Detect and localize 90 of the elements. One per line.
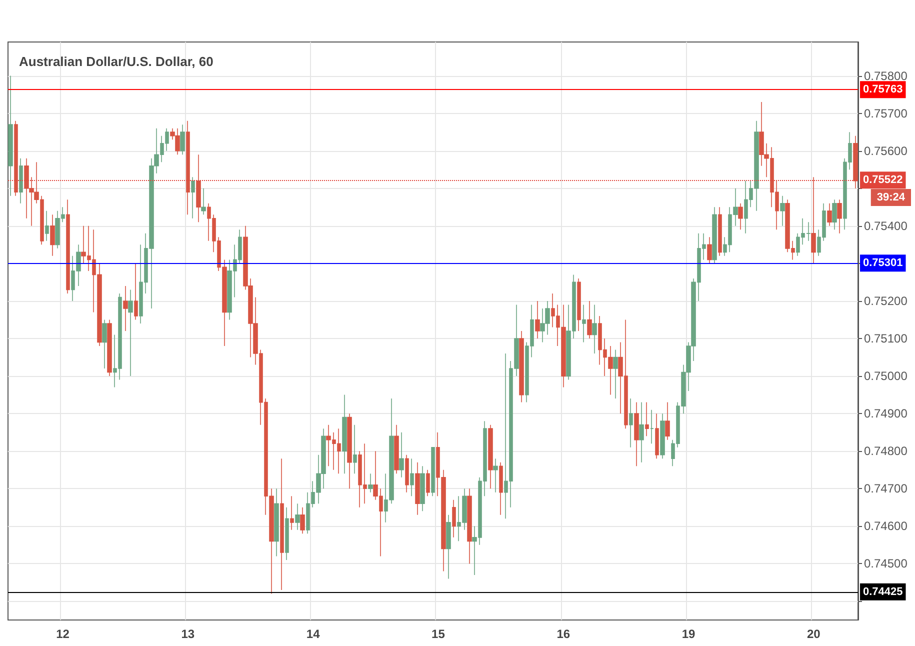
candlestick — [488, 424, 493, 490]
candlestick — [452, 499, 456, 538]
candlestick — [665, 402, 670, 440]
y-tick-label: 0.75200 — [864, 294, 908, 308]
y-tick-label: 0.74900 — [864, 406, 908, 421]
candlestick — [582, 304, 586, 343]
candlestick — [300, 507, 305, 534]
y-tick-label: 0.74500 — [864, 556, 908, 571]
candlestick — [655, 413, 659, 460]
candlestick — [50, 214, 55, 256]
candlestick — [180, 124, 185, 155]
candlestick — [712, 206, 717, 264]
candlestick — [107, 319, 112, 376]
candlestick — [353, 424, 357, 474]
candlestick — [780, 195, 785, 226]
candlestick — [347, 413, 352, 490]
candlestick — [342, 394, 347, 474]
candlestick — [707, 236, 712, 264]
candlestick — [738, 202, 743, 230]
candlestick — [19, 158, 23, 204]
candlestick — [410, 458, 414, 497]
ref-line-label: 0.75522 — [863, 174, 903, 186]
candlestick — [519, 330, 524, 403]
x-tick-label: 14 — [306, 627, 320, 641]
y-tick-label: 0.75100 — [864, 332, 908, 346]
candlestick — [577, 278, 581, 332]
text: Australian Dollar/U.S. Dollar, 60 — [19, 54, 214, 69]
candlestick — [45, 210, 49, 242]
y-tick-label: 0.75600 — [864, 144, 908, 158]
candlestick — [493, 458, 498, 493]
x-tick-label: 20 — [806, 627, 821, 641]
y-tick-label: 0.75000 — [864, 369, 908, 384]
candlestick — [14, 120, 18, 196]
candlestick — [420, 466, 425, 512]
candlestick — [201, 188, 206, 216]
candlestick — [650, 409, 654, 444]
candlestick — [431, 446, 435, 497]
candlestick — [134, 263, 138, 320]
candlestick — [123, 286, 128, 332]
candlestick — [280, 458, 284, 590]
candlestick — [639, 402, 644, 463]
y-tick-label: 0.75400 — [864, 218, 908, 233]
candlestick — [102, 319, 107, 369]
y-tick-label: 0.75800 — [864, 68, 908, 83]
candlestick — [592, 304, 597, 354]
candlestick — [196, 154, 201, 223]
candlestick — [827, 202, 832, 226]
text: 39:24 — [876, 192, 906, 204]
candlestick — [535, 300, 540, 339]
candlestick — [467, 488, 472, 564]
candlestick — [66, 199, 70, 294]
candlestick — [811, 176, 816, 264]
candlestick — [853, 135, 858, 189]
y-tick-label: 0.74800 — [864, 444, 908, 458]
candlestick — [290, 496, 294, 530]
candlestick — [613, 349, 618, 399]
ref-line-label: 0.75301 — [863, 257, 903, 270]
candlestick — [394, 424, 399, 474]
candlestick — [399, 432, 404, 478]
x-tick-label: 15 — [432, 627, 446, 641]
candlestick — [128, 289, 133, 376]
candlestick — [191, 176, 195, 219]
ref-line-label: 0.75763 — [863, 84, 903, 96]
candlestick — [446, 514, 451, 580]
candlestick — [426, 469, 430, 497]
x-tick-label: 12 — [56, 627, 70, 641]
candlestick — [832, 199, 837, 230]
candlestick — [186, 120, 190, 216]
x-tick-label: 19 — [682, 627, 696, 641]
candlestick — [660, 413, 665, 460]
y-tick-label: 0.75700 — [864, 106, 908, 120]
candlestick — [634, 402, 639, 467]
y-tick-label: 0.74600 — [864, 519, 908, 534]
candlestick — [8, 75, 13, 196]
candlestick — [405, 454, 409, 493]
candlestick — [295, 503, 300, 530]
candlestick — [645, 402, 649, 436]
candlestick — [415, 462, 420, 516]
candlestick — [274, 488, 279, 557]
candlestick — [837, 199, 842, 234]
x-tick-label: 13 — [181, 627, 195, 641]
y-tick-label: 0.74700 — [864, 482, 908, 496]
candlestick — [587, 300, 592, 339]
candlestick — [499, 462, 503, 516]
candlestick — [629, 398, 633, 448]
candlestick — [368, 473, 373, 493]
x-tick-label: 16 — [556, 627, 570, 641]
candlestick — [718, 206, 722, 256]
ref-line-label: 0.74425 — [863, 586, 903, 598]
candlestick — [285, 507, 289, 560]
